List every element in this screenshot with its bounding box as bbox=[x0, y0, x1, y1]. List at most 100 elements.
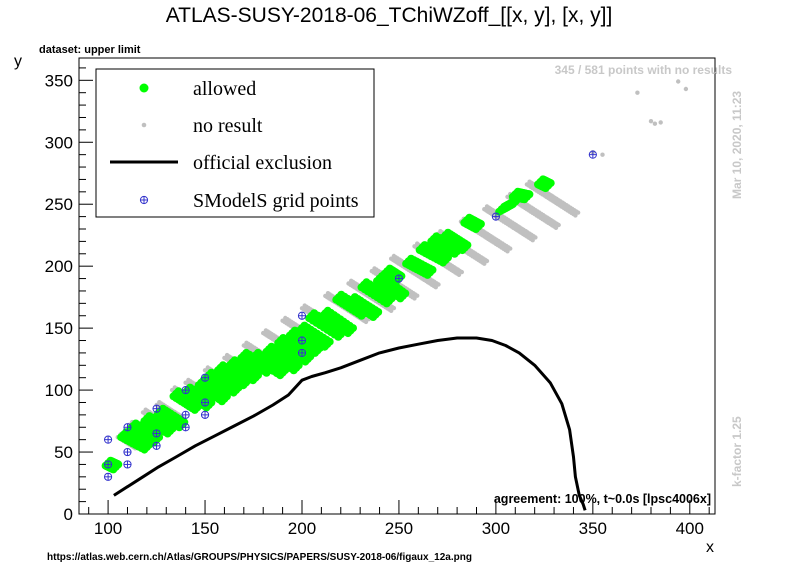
no-result-point bbox=[600, 152, 605, 157]
legend-label-grid_points: SModelS grid points bbox=[193, 190, 359, 212]
x-tick-label: 150 bbox=[191, 519, 219, 538]
no-result-point bbox=[433, 285, 438, 290]
x-tick-label: 100 bbox=[94, 519, 122, 538]
allowed-point bbox=[254, 371, 262, 380]
chart-title: ATLAS-SUSY-2018-06_TChiWZoff_[[x, y], [x… bbox=[166, 4, 613, 27]
grid-point bbox=[181, 423, 190, 432]
no-result-point bbox=[658, 120, 663, 125]
grid-point bbox=[200, 398, 210, 407]
allowed-points bbox=[101, 175, 555, 474]
no-result-point bbox=[573, 213, 578, 218]
x-axis: 100 150 200 250 300 350 400 bbox=[88, 500, 710, 538]
y-tick-label: 200 bbox=[45, 257, 73, 276]
grid-point bbox=[123, 460, 132, 469]
legend-allowed-marker bbox=[139, 83, 149, 93]
no-result-point bbox=[508, 246, 513, 251]
y-tick-label: 300 bbox=[45, 133, 73, 152]
y-tick-label: 100 bbox=[45, 381, 73, 400]
grid-point bbox=[152, 404, 161, 413]
no-result-point bbox=[635, 90, 640, 95]
allowed-point bbox=[180, 418, 189, 427]
y-tick-label: 350 bbox=[45, 71, 73, 90]
smodels-grid-points bbox=[103, 150, 597, 481]
no-result-point bbox=[482, 261, 487, 266]
legend-label-exclusion: official exclusion bbox=[193, 152, 332, 174]
no-result-point bbox=[575, 210, 581, 215]
allowed-point bbox=[428, 265, 437, 274]
no-result-point bbox=[484, 258, 490, 264]
count-label: 345 / 581 points with no results bbox=[555, 63, 733, 77]
plot-frame bbox=[78, 57, 716, 515]
grid-point bbox=[181, 385, 190, 395]
timestamp-label: Mar 10, 2020, 11:23 bbox=[730, 91, 744, 199]
allowed-point bbox=[325, 337, 334, 346]
kfactor-label: k-factor 1.25 bbox=[730, 416, 744, 487]
grid-point bbox=[103, 472, 113, 481]
no-result-point bbox=[456, 272, 462, 277]
grid-point bbox=[297, 348, 307, 358]
legend-label-no_result: no result bbox=[193, 115, 263, 137]
allowed-point bbox=[463, 241, 472, 250]
no-result-point bbox=[530, 238, 535, 243]
allowed-point bbox=[155, 433, 164, 442]
official-exclusion-curve bbox=[113, 336, 587, 511]
legend: allowed no result official exclusion SModel… bbox=[95, 68, 375, 218]
y-tick-label: 50 bbox=[54, 443, 73, 462]
grid-point bbox=[200, 373, 210, 382]
x-tick-label: 250 bbox=[385, 519, 413, 538]
grid-point bbox=[139, 195, 149, 205]
grid-point bbox=[123, 423, 132, 432]
no-result-point bbox=[676, 79, 681, 84]
y-tick-label: 0 bbox=[64, 505, 73, 524]
allowed-point bbox=[294, 361, 303, 370]
legend-no-result-marker bbox=[141, 122, 147, 128]
legend-box bbox=[95, 68, 375, 218]
no-result-point bbox=[436, 282, 441, 287]
y-tick-label: 150 bbox=[45, 319, 73, 338]
allowed-point bbox=[207, 398, 216, 407]
no-result-point bbox=[415, 293, 420, 298]
allowed-point bbox=[401, 289, 410, 298]
x-tick-label: 400 bbox=[676, 519, 704, 538]
grid-point bbox=[394, 274, 404, 283]
exclusion-line bbox=[113, 336, 587, 511]
legend-label-allowed: allowed bbox=[193, 78, 256, 100]
no-result-point bbox=[389, 308, 394, 313]
grid-point bbox=[123, 447, 132, 457]
source-url: https://atlas.web.cern.ch/Atlas/GROUPS/P… bbox=[47, 552, 472, 563]
no-result-point bbox=[391, 305, 397, 311]
no-result-point bbox=[412, 296, 417, 301]
grid-point bbox=[103, 460, 113, 469]
y-tick-label: 250 bbox=[45, 195, 73, 214]
x-tick-label: 200 bbox=[288, 519, 316, 538]
y-axis-label: y bbox=[14, 53, 22, 70]
allowed-point bbox=[374, 308, 383, 316]
x-tick-label: 300 bbox=[482, 519, 510, 538]
allowed-point bbox=[546, 179, 555, 188]
x-tick-label: 350 bbox=[579, 519, 607, 538]
no-result-point bbox=[683, 86, 689, 92]
no-result-point bbox=[505, 249, 510, 254]
grid-point bbox=[103, 435, 113, 444]
allowed-point bbox=[349, 324, 357, 333]
grid-point bbox=[181, 410, 190, 419]
agreement-label: agreement: 100%, t~0.0s [lpsc4006x] bbox=[494, 492, 711, 506]
grid-point bbox=[152, 441, 161, 450]
allowed-point bbox=[525, 190, 534, 199]
y-axis: 0 50 100 150 200 250 300 350 bbox=[45, 67, 93, 524]
dataset-label: dataset: upper limit bbox=[39, 44, 141, 56]
no-result-point bbox=[556, 222, 561, 228]
allowed-point bbox=[476, 220, 485, 228]
no-result-point bbox=[648, 119, 654, 124]
no-result-point bbox=[459, 269, 464, 275]
allowed-point bbox=[114, 460, 123, 469]
grid-point bbox=[491, 212, 500, 221]
no-result-point bbox=[652, 121, 658, 126]
grid-point bbox=[200, 410, 210, 419]
grid-point bbox=[297, 336, 307, 345]
grid-point bbox=[152, 429, 161, 438]
x-axis-label: x bbox=[706, 539, 714, 556]
grid-point bbox=[588, 150, 597, 159]
no-result-point bbox=[363, 319, 369, 325]
